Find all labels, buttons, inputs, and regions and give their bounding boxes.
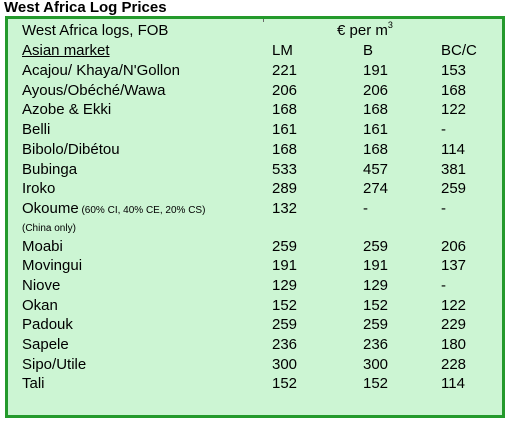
- market-label: Asian market: [22, 42, 110, 59]
- row-name-text: Sapele: [22, 336, 69, 353]
- row-name: Niove: [22, 277, 60, 294]
- row-value-lm: 129: [272, 277, 298, 294]
- row-value-b: 168: [363, 141, 389, 158]
- row-value-b: 206: [363, 82, 389, 99]
- row-name-text: Moabi: [22, 238, 63, 255]
- row-value-lm: 259: [272, 238, 298, 255]
- header-logs-label: West Africa logs, FOB: [22, 22, 169, 39]
- header-unit-superscript: 3: [387, 20, 393, 30]
- row-value-b: -: [363, 200, 368, 217]
- row-name: Ayous/Obéché/Wawa: [22, 82, 165, 99]
- row-name-text: Ayous/Obéché/Wawa: [22, 82, 166, 99]
- row-value-lm: 259: [272, 316, 298, 333]
- row-value-bcc: 180: [441, 336, 467, 353]
- column-header-lm: LM: [272, 42, 293, 59]
- row-name: Acajou/ Khaya/N'Gollon: [22, 62, 180, 79]
- row-name-text: Niove: [22, 277, 61, 294]
- row-name: Movingui: [22, 257, 82, 274]
- row-value-bcc: 259: [441, 180, 467, 197]
- row-value-bcc: 229: [441, 316, 467, 333]
- row-value-b: 191: [363, 62, 389, 79]
- row-value-b: 168: [363, 101, 389, 118]
- row-value-bcc: 114: [441, 141, 465, 158]
- row-value-lm: 221: [272, 62, 298, 79]
- row-value-bcc: 122: [441, 101, 467, 118]
- row-name: Iroko: [22, 180, 55, 197]
- row-value-bcc: -: [441, 200, 446, 217]
- row-value-b: 152: [363, 297, 389, 314]
- row-name: Tali: [22, 375, 45, 392]
- row-value-bcc: -: [441, 121, 446, 138]
- row-value-lm: 533: [272, 161, 298, 178]
- row-name-text: Azobe & Ekki: [22, 101, 112, 118]
- row-value-bcc: 228: [441, 356, 467, 373]
- row-value-bcc: 168: [441, 82, 467, 99]
- row-value-b: 259: [363, 316, 389, 333]
- row-value-lm: 152: [272, 375, 298, 392]
- row-name: Okoume (60% CI, 40% CE, 20% CS): [22, 200, 205, 219]
- row-value-b: 129: [363, 277, 389, 294]
- row-value-bcc: 122: [441, 297, 467, 314]
- row-name: Bibolo/Dibétou: [22, 141, 120, 158]
- row-value-b: 300: [363, 356, 389, 373]
- row-value-lm: 206: [272, 82, 298, 99]
- page-title: West Africa Log Prices: [4, 0, 167, 16]
- row-name: Sapele: [22, 336, 69, 353]
- row-name: Azobe & Ekki: [22, 101, 111, 118]
- header-unit-text: € per m: [337, 22, 388, 39]
- row-value-bcc: 153: [441, 62, 467, 79]
- price-table: West Africa logs, FOB € per m3 Asian mar…: [5, 16, 505, 418]
- row-value-lm: 300: [272, 356, 298, 373]
- row-value-lm: 161: [272, 121, 298, 138]
- row-name-text: Acajou/ Khaya/N'Gollon: [22, 62, 180, 79]
- row-name: Bubinga: [22, 161, 77, 178]
- row-value-lm: 168: [272, 141, 298, 158]
- row-name-text: Okoume: [22, 200, 79, 217]
- row-value-lm: 152: [272, 297, 298, 314]
- row-name-text: Belli: [22, 121, 51, 138]
- row-value-b: 457: [363, 161, 389, 178]
- row-value-bcc: 137: [441, 257, 467, 274]
- row-value-lm: 191: [272, 257, 298, 274]
- header-divider: [263, 19, 264, 22]
- row-value-bcc: 206: [441, 238, 467, 255]
- column-header-b: B: [363, 42, 374, 59]
- row-name: Padouk: [22, 316, 73, 333]
- row-name: Belli: [22, 121, 50, 138]
- row-value-lm: 132: [272, 200, 298, 217]
- row-value-b: 259: [363, 238, 389, 255]
- row-note: (China only): [22, 223, 76, 234]
- row-value-bcc: -: [441, 277, 446, 294]
- row-value-bcc: 114: [441, 375, 465, 392]
- row-name-text: Okan: [22, 297, 58, 314]
- row-name-text: Iroko: [22, 180, 56, 197]
- row-value-b: 152: [363, 375, 389, 392]
- row-name-text: Bibolo/Dibétou: [22, 141, 120, 158]
- row-value-b: 191: [363, 257, 389, 274]
- row-name-text: Movingui: [22, 257, 83, 274]
- row-value-lm: 168: [272, 101, 298, 118]
- row-name: Okan: [22, 297, 58, 314]
- row-value-lm: 236: [272, 336, 298, 353]
- row-value-lm: 289: [272, 180, 298, 197]
- row-name-text: Sipo/Utile: [22, 356, 87, 373]
- row-name-suffix: (60% CI, 40% CE, 20% CS): [78, 205, 206, 216]
- row-name: Moabi: [22, 238, 63, 255]
- row-value-b: 161: [363, 121, 389, 138]
- row-name-text: Bubinga: [22, 161, 78, 178]
- row-name-text: Padouk: [22, 316, 73, 333]
- row-value-b: 236: [363, 336, 389, 353]
- row-value-b: 274: [363, 180, 389, 197]
- row-name-text: Tali: [22, 375, 45, 392]
- row-value-bcc: 381: [441, 161, 467, 178]
- header-unit: € per m3: [337, 20, 393, 41]
- row-name: Sipo/Utile: [22, 356, 86, 373]
- column-header-bcc: BC/C: [441, 42, 477, 59]
